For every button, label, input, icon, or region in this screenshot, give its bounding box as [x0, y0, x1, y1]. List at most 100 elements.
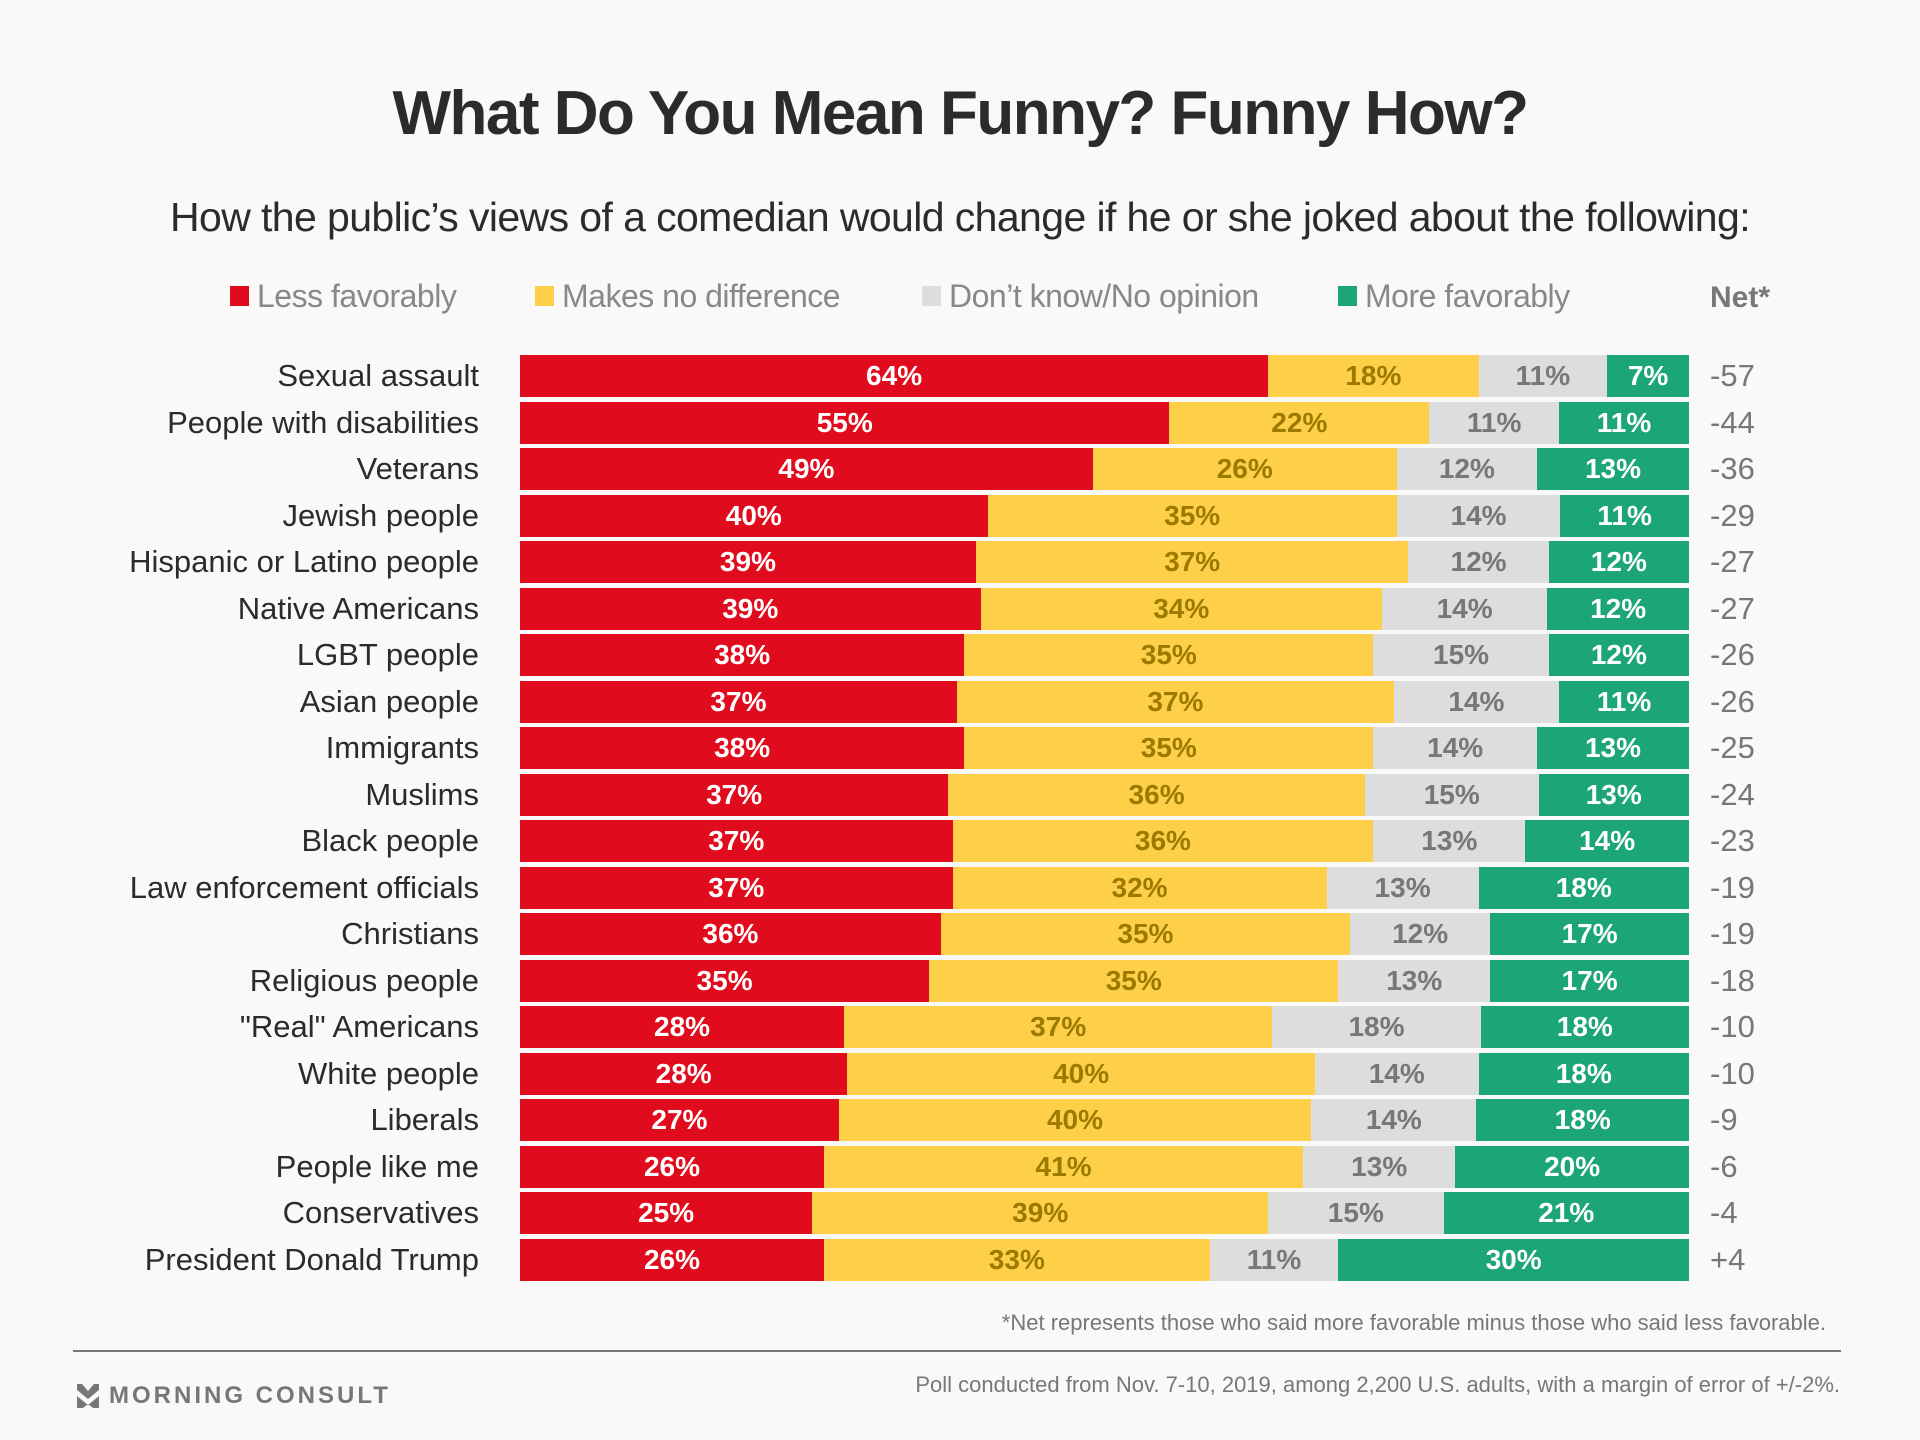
- data-label: 40%: [725, 499, 782, 531]
- bar-segment-none: 39%: [812, 1192, 1269, 1234]
- data-label: 26%: [643, 1150, 700, 1182]
- bar-segment-less: 49%: [520, 448, 1093, 490]
- data-label: 12%: [1438, 453, 1495, 484]
- legend-label: Don’t know/No opinion: [949, 277, 1259, 314]
- data-label: 11%: [1246, 1243, 1302, 1275]
- bar-segment-dk: 13%: [1338, 959, 1491, 1002]
- stacked-bar-row: 37% 36% 13% 14%: [520, 820, 1689, 862]
- net-value: +4: [1710, 1241, 1746, 1277]
- data-label: 35%: [1140, 639, 1197, 670]
- data-label: 18%: [1556, 1011, 1613, 1042]
- category-label: Law enforcement officials: [129, 869, 479, 905]
- data-label: 14%: [1436, 592, 1493, 624]
- stacked-bar-row: 26% 41% 13% 20%: [520, 1145, 1689, 1188]
- data-label: 14%: [1427, 732, 1484, 763]
- stacked-bar-row: 26% 33% 11% 30%: [520, 1238, 1689, 1281]
- bar-segment-dk: 14%: [1393, 680, 1560, 723]
- bar-segment-less: 35%: [520, 959, 930, 1002]
- category-label: People with disabilities: [167, 404, 479, 440]
- poll-source-note: Poll conducted from Nov. 7-10, 2019, amo…: [915, 1372, 1840, 1397]
- data-label: 35%: [1140, 732, 1197, 763]
- bar-segment-none: 36%: [952, 820, 1374, 862]
- bar-segment-more: 11%: [1560, 494, 1689, 537]
- data-label: 12%: [1590, 639, 1647, 670]
- data-label: 30%: [1485, 1243, 1542, 1275]
- data-label: 11%: [1596, 406, 1652, 438]
- data-label: 13%: [1374, 871, 1431, 903]
- bar-segment-more: 13%: [1537, 448, 1689, 490]
- data-label: 36%: [1134, 825, 1191, 856]
- bar-segment-none: 41%: [823, 1145, 1304, 1188]
- data-label: 20%: [1544, 1150, 1601, 1182]
- category-label: LGBT people: [296, 637, 479, 672]
- category-label: People like me: [275, 1148, 479, 1184]
- bar-segment-less: 37%: [520, 680, 957, 723]
- stacked-bar-row: 39% 37% 12% 12%: [520, 541, 1689, 583]
- category-label: President Donald Trump: [144, 1241, 479, 1277]
- net-value: -4: [1710, 1195, 1738, 1230]
- net-footnote: *Net represents those who said more favo…: [1001, 1310, 1826, 1335]
- data-label: 38%: [714, 732, 771, 763]
- data-label: 7%: [1627, 360, 1669, 391]
- legend-item-dont-know: Don’t know/No opinion: [922, 276, 1259, 316]
- bar-segment-less: 39%: [520, 541, 976, 583]
- category-label: Native Americans: [237, 590, 479, 626]
- net-value: -57: [1710, 358, 1755, 393]
- bar-segment-less: 64%: [520, 355, 1269, 397]
- bar-segment-dk: 15%: [1268, 1192, 1444, 1234]
- stacked-bar-row: 28% 40% 14% 18%: [520, 1052, 1689, 1095]
- data-label: 14%: [1579, 825, 1636, 856]
- data-label: 13%: [1386, 964, 1443, 996]
- bar-segment-dk: 11%: [1429, 401, 1560, 444]
- data-label: 33%: [988, 1243, 1045, 1275]
- net-value: -10: [1710, 1009, 1755, 1044]
- category-label: Veterans: [356, 451, 479, 486]
- bar-segment-more: 17%: [1490, 959, 1689, 1002]
- bar-segment-more: 11%: [1559, 680, 1689, 723]
- net-value: -36: [1710, 451, 1755, 486]
- net-value: -24: [1710, 776, 1755, 812]
- bar-segment-more: 12%: [1548, 541, 1689, 583]
- bar-segment-none: 40%: [838, 1099, 1312, 1141]
- data-label: 49%: [778, 453, 835, 484]
- bar-segment-less: 39%: [520, 587, 981, 630]
- data-label: 36%: [702, 918, 759, 949]
- bar-segment-less: 27%: [520, 1099, 839, 1141]
- data-label: 18%: [1554, 1104, 1611, 1135]
- stacked-bar-row: 35% 35% 13% 17%: [520, 959, 1689, 1002]
- category-label: Immigrants: [325, 730, 479, 765]
- data-label: 37%: [708, 825, 765, 856]
- data-label: 14%: [1450, 499, 1507, 531]
- bar-segment-less: 38%: [520, 634, 965, 676]
- bar-segment-dk: 14%: [1381, 587, 1548, 630]
- bar-segment-dk: 14%: [1314, 1052, 1479, 1095]
- data-label: 37%: [1147, 685, 1204, 717]
- bar-segment-dk: 13%: [1303, 1145, 1456, 1188]
- stacked-bar-row: 37% 37% 14% 11%: [520, 680, 1689, 723]
- bar-segment-more: 21%: [1443, 1192, 1689, 1234]
- bar-segment-none: 37%: [956, 680, 1394, 723]
- net-value: -10: [1710, 1055, 1755, 1091]
- morning-consult-chevron-icon: [77, 1384, 99, 1408]
- bar-segment-more: 11%: [1559, 401, 1689, 444]
- legend: Less favorably Makes no difference Don’t…: [0, 276, 1920, 316]
- data-label: 26%: [1216, 453, 1273, 484]
- data-label: 13%: [1421, 825, 1478, 856]
- category-label: Liberals: [370, 1102, 479, 1137]
- data-label: 17%: [1561, 964, 1618, 996]
- data-label: 15%: [1327, 1197, 1384, 1228]
- data-label: 35%: [1164, 499, 1221, 531]
- bar-segment-more: 18%: [1476, 1099, 1689, 1141]
- data-label: 14%: [1368, 1057, 1425, 1089]
- data-label: 14%: [1365, 1104, 1422, 1135]
- data-label: 11%: [1597, 499, 1652, 531]
- stacked-bar-row: 37% 32% 13% 18%: [520, 866, 1689, 909]
- bar-segment-none: 33%: [823, 1238, 1210, 1281]
- data-label: 25%: [638, 1197, 695, 1228]
- bar-segment-dk: 14%: [1373, 727, 1538, 769]
- net-value: -18: [1710, 962, 1755, 998]
- bar-segment-more: 20%: [1455, 1145, 1689, 1188]
- legend-item-more-favorably: More favorably: [1338, 276, 1570, 316]
- bar-segment-dk: 13%: [1373, 820, 1526, 862]
- bar-segment-more: 30%: [1338, 1238, 1689, 1281]
